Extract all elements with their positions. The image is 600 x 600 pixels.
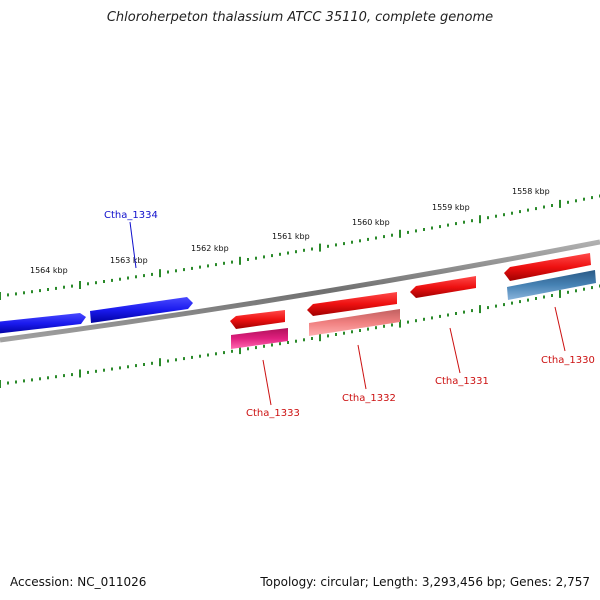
leader-line-ctha-1332	[357, 344, 367, 390]
gene-arrow-ctha-1332[interactable]	[307, 292, 397, 316]
gene-feature-ctha-1330[interactable]	[507, 270, 596, 300]
gene-arrow-ctha-1333[interactable]	[230, 310, 285, 329]
outer-ruler-ticks	[0, 194, 600, 300]
gene-arrow-ctha-1334[interactable]	[90, 297, 193, 323]
gene-feature-ctha-1333[interactable]	[231, 328, 288, 349]
ruler-label-1562: 1562 kbp	[191, 244, 229, 253]
gene-label-ctha-1333[interactable]: Ctha_1333	[246, 408, 300, 419]
ruler-label-1560: 1560 kbp	[352, 218, 390, 227]
ruler-label-1561: 1561 kbp	[272, 232, 310, 241]
genome-summary-text: Topology: circular; Length: 3,293,456 bp…	[260, 575, 590, 589]
leader-line-ctha-1334	[129, 221, 137, 269]
leader-line-ctha-1333	[262, 359, 272, 406]
gene-label-ctha-1334[interactable]: Ctha_1334	[104, 210, 158, 221]
ruler-label-1558: 1558 kbp	[512, 187, 550, 196]
genome-backbone	[0, 239, 600, 343]
gene-label-ctha-1330[interactable]: Ctha_1330	[541, 355, 595, 366]
gene-arrow-ctha-1331[interactable]	[410, 276, 476, 298]
gene-feature-ctha-1332[interactable]	[309, 309, 400, 336]
gene-arrow-ctha-1330[interactable]	[504, 253, 591, 281]
gene-label-ctha-1332[interactable]: Ctha_1332	[342, 393, 396, 404]
map-title: Chloroherpeton thalassium ATCC 35110, co…	[106, 10, 494, 25]
leader-line-ctha-1330	[554, 306, 566, 352]
accession-text: Accession: NC_011026	[10, 575, 147, 589]
leader-line-ctha-1331	[449, 327, 461, 374]
gene-arrow-ctha-1334-part-a[interactable]	[0, 313, 86, 334]
ruler-label-1563: 1563 kbp	[110, 256, 148, 265]
ruler-label-1564: 1564 kbp	[30, 266, 68, 275]
inner-ruler-ticks	[0, 284, 600, 388]
gene-label-ctha-1331[interactable]: Ctha_1331	[435, 376, 489, 387]
ruler-label-1559: 1559 kbp	[432, 203, 470, 212]
